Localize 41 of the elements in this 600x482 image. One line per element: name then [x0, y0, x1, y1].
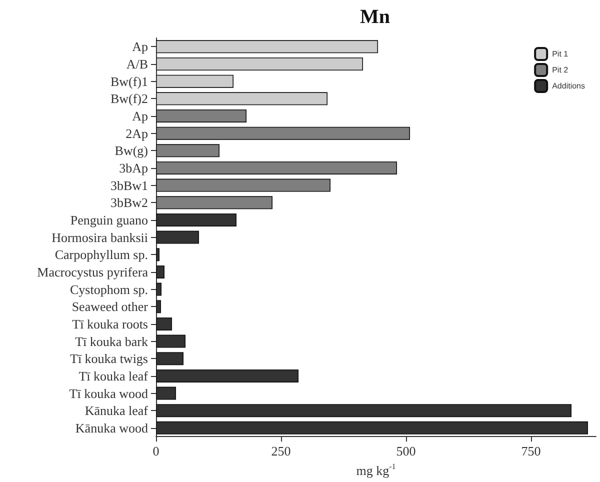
bar [156, 126, 410, 140]
y-tick-label: Ap [132, 108, 148, 124]
legend-label: Pit 1 [552, 50, 569, 58]
bar [156, 161, 397, 174]
y-tick-label: Macrocystus pyrifera [37, 264, 148, 280]
y-tick-label: Cystophom sp. [70, 282, 148, 297]
y-tick-label: Bw(f)1 [110, 74, 148, 89]
y-tick-label: Tī kouka twigs [70, 351, 148, 366]
y-tick-label: Kānuka wood [75, 420, 148, 436]
y-tick-label: Ap [132, 39, 148, 54]
bar [156, 144, 220, 158]
y-tick-label: Kānuka leaf [84, 403, 149, 418]
y-tick-label: Seaweed other [72, 299, 149, 314]
y-tick-label: Carpophyllum sp. [54, 247, 148, 262]
bar [156, 178, 330, 192]
y-tick-label: Tī kouka wood [69, 386, 148, 401]
y-tick-label: Penguin guano [70, 212, 148, 228]
y-tick-label: Bw(g) [114, 143, 148, 158]
x-tick-label: 250 [271, 444, 291, 459]
y-tick-label: 3bAp [119, 160, 148, 176]
bar [156, 57, 363, 70]
y-tick-label: Tī kouka leaf [78, 368, 149, 384]
x-tick-label: 500 [396, 444, 416, 459]
y-tick-label: 3bBw1 [110, 178, 148, 193]
y-tick-label: Hormosira banksii [52, 230, 148, 245]
legend-label: Pit 2 [552, 66, 569, 74]
y-tick-label: Bw(f)2 [110, 91, 148, 106]
x-tick-label: 750 [521, 444, 541, 459]
bar [156, 40, 378, 54]
x-tick-label: 0 [152, 444, 160, 459]
chart-title: Mn [360, 6, 390, 28]
bar [156, 92, 328, 106]
legend-label: Additions [552, 82, 586, 90]
bar [156, 196, 272, 210]
y-tick-label: Tī kouka bark [75, 334, 148, 349]
y-tick-label: A/B [126, 56, 148, 72]
bar [156, 74, 234, 88]
y-tick-label: 3bBw2 [110, 195, 148, 210]
bar [156, 109, 246, 122]
y-tick-label: Tī kouka roots [72, 316, 148, 332]
y-tick-label: 2Ap [126, 126, 148, 141]
